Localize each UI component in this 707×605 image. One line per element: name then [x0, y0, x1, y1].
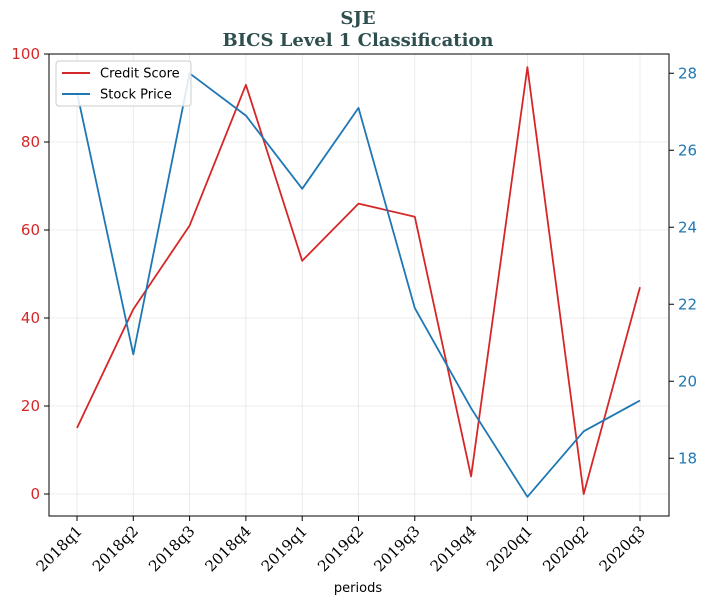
x-tick-label: 2019q4	[427, 522, 480, 575]
x-tick-label: 2018q1	[33, 522, 86, 575]
right-tick-label: 26	[678, 141, 697, 159]
left-tick-label: 100	[11, 45, 40, 63]
x-tick-label: 2020q1	[483, 522, 536, 575]
left-tick-label: 40	[21, 309, 40, 327]
legend-label-credit-score: Credit Score	[100, 67, 180, 82]
x-tick-label: 2018q3	[145, 522, 198, 575]
left-tick-label: 0	[30, 485, 40, 503]
series-line-credit-score	[76, 66, 641, 495]
x-tick-label: 2018q2	[89, 522, 142, 575]
x-tick-label: 2019q2	[314, 522, 367, 575]
left-y-axis: 0 20 40 60 80 100	[11, 45, 49, 503]
left-tick-label: 80	[21, 133, 40, 151]
left-tick-label: 60	[21, 221, 40, 239]
series-lines	[76, 66, 641, 498]
x-axis: 2018q1 2018q2 2018q3 2018q4 2019q1 2019q2 2019…	[33, 516, 649, 575]
legend: Credit Score Stock Price	[55, 60, 192, 107]
right-tick-label: 22	[678, 295, 697, 313]
right-tick-label: 28	[678, 64, 697, 82]
right-tick-label: 20	[678, 372, 697, 390]
right-tick-label: 24	[678, 218, 697, 236]
series-line-stock-price	[76, 72, 641, 498]
grid-lines	[49, 53, 669, 516]
chart-subtitle: BICS Level 1 Classification	[222, 30, 493, 51]
x-tick-label: 2020q3	[596, 522, 649, 575]
right-tick-label: 18	[678, 449, 697, 467]
legend-label-stock-price: Stock Price	[100, 88, 172, 103]
x-tick-label: 2019q3	[370, 522, 423, 575]
x-tick-label: 2020q2	[539, 522, 592, 575]
x-axis-label: periods	[334, 581, 382, 596]
x-tick-label: 2019q1	[258, 522, 311, 575]
left-tick-label: 20	[21, 397, 40, 415]
chart-title: SJE	[340, 8, 375, 29]
x-tick-label: 2018q4	[201, 522, 254, 575]
plot-area-frame	[48, 53, 670, 517]
right-y-axis: 18 20 22 24 26 28	[669, 64, 697, 467]
